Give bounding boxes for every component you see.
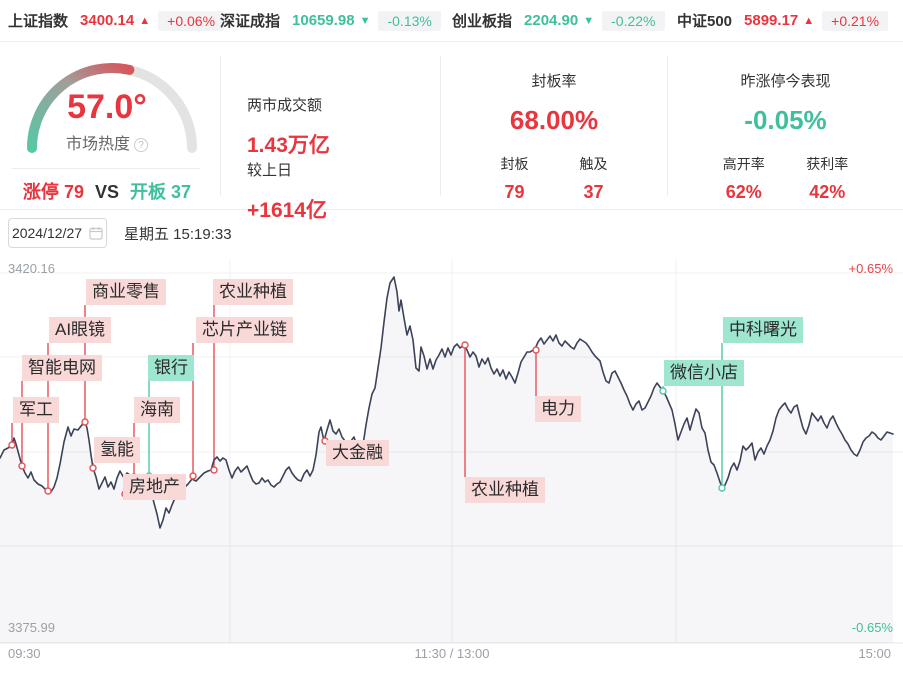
- index-name: 上证指数: [8, 13, 69, 30]
- index-name: 深证成指: [220, 13, 281, 30]
- annotation-marker: [461, 341, 469, 349]
- index-value: 10659.98: [292, 12, 355, 29]
- seal-rate-panel: 封板率 68.00% 封板 79 触及 37: [441, 56, 668, 202]
- index-change-badge: +0.06%: [158, 10, 225, 31]
- chart-annotation-label: 银行: [148, 355, 194, 381]
- up-triangle-icon: ▲: [139, 14, 151, 27]
- price-area-fill: [0, 277, 893, 643]
- market-heat-panel: 57.0° 市场热度? 涨停 79 VS 开板 37: [0, 56, 221, 202]
- y-axis-max-price: 3420.16: [8, 261, 55, 276]
- touched-count: 触及 37: [579, 156, 608, 202]
- index-change-badge: +0.21%: [822, 10, 889, 31]
- x-axis-label-midday: 11:30 / 13:00: [414, 646, 490, 661]
- annotation-marker: [659, 387, 667, 395]
- down-triangle-icon: ▼: [359, 14, 371, 27]
- index-item-csi500[interactable]: 中证500 5899.17 ▲ +0.21%: [677, 10, 903, 31]
- intraday-chart[interactable]: 3420.16 3375.99 +0.65% -0.65% 09:30 11:3…: [0, 256, 903, 676]
- chart-annotation-label: 智能电网: [22, 355, 102, 381]
- chart-annotation-label: 微信小店: [664, 360, 744, 386]
- index-change-badge: -0.22%: [602, 10, 665, 31]
- annotation-marker: [718, 484, 726, 492]
- index-value: 2204.90: [524, 12, 579, 29]
- profit-rate: 获利率 42%: [806, 156, 849, 202]
- index-item-shenzhen[interactable]: 深证成指 10659.98 ▼ -0.13%: [220, 10, 452, 31]
- index-value: 3400.14: [80, 12, 135, 29]
- chart-annotation-label: AI眼镜: [49, 317, 112, 343]
- limit-up-vs-open-row: 涨停 79 VS 开板 37: [22, 182, 192, 202]
- index-name: 创业板指: [452, 13, 513, 30]
- chart-annotation-label: 海南: [134, 397, 180, 423]
- annotation-marker: [89, 464, 97, 472]
- calendar-icon: [89, 227, 103, 240]
- chart-annotation-label: 大金融: [326, 440, 389, 466]
- turnover-panel: 两市成交额 1.43万亿 较上日 +1614亿: [221, 56, 441, 222]
- chart-annotation-label: 芯片产业链: [196, 317, 293, 343]
- index-ticker-bar: 上证指数 3400.14 ▲ +0.06% 深证成指 10659.98 ▼ -0…: [0, 0, 903, 42]
- chart-annotation-label: 农业种植: [213, 279, 293, 305]
- down-triangle-icon: ▼: [583, 14, 595, 27]
- index-item-chinext[interactable]: 创业板指 2204.90 ▼ -0.22%: [452, 10, 677, 31]
- x-axis-label-close: 15:00: [858, 646, 891, 661]
- turnover-total: 两市成交额 1.43万亿: [247, 97, 330, 157]
- annotation-marker: [44, 487, 52, 495]
- chart-annotation-label: 军工: [13, 397, 59, 423]
- chart-annotation-label: 农业种植: [465, 477, 545, 503]
- divider: [12, 168, 200, 169]
- index-change-badge: -0.13%: [378, 10, 441, 31]
- seal-rate-value: 68.00%: [509, 105, 599, 135]
- y-axis-min-price: 3375.99: [8, 620, 55, 635]
- yesterday-value: -0.05%: [744, 105, 827, 135]
- index-item-shanghai[interactable]: 上证指数 3400.14 ▲ +0.06%: [0, 10, 225, 31]
- date-picker[interactable]: 2024/12/27: [8, 218, 107, 248]
- yesterday-title: 昨涨停今表现: [740, 73, 831, 90]
- chart-annotation-label: 氢能: [94, 437, 140, 463]
- chart-annotation-label: 电力: [535, 396, 581, 422]
- weekday-time: 星期五 15:19:33: [124, 225, 232, 243]
- chart-annotation-label: 中科曙光: [723, 317, 803, 343]
- annotation-marker: [8, 441, 16, 449]
- date-row: 2024/12/27 星期五 15:19:33: [0, 210, 903, 256]
- seal-rate-title: 封板率: [531, 73, 577, 90]
- yesterday-limit-up-panel: 昨涨停今表现 -0.05% 高开率 62% 获利率 42%: [668, 56, 903, 202]
- annotation-marker: [210, 466, 218, 474]
- sealed-count: 封板 79: [500, 156, 529, 202]
- turnover-vs-prev: 较上日 +1614亿: [247, 162, 327, 222]
- up-triangle-icon: ▲: [803, 14, 815, 27]
- chart-annotation-label: 房地产: [123, 474, 186, 500]
- annotation-marker: [532, 346, 540, 354]
- market-summary-row: 57.0° 市场热度? 涨停 79 VS 开板 37 两市成交额 1.43万亿 …: [0, 42, 903, 222]
- y-axis-max-pct: +0.65%: [848, 261, 893, 276]
- heat-label: 市场热度?: [0, 130, 214, 154]
- heat-gauge: [27, 63, 197, 153]
- annotation-marker: [81, 418, 89, 426]
- heat-value: 57.0°: [67, 88, 147, 126]
- index-name: 中证500: [677, 13, 733, 30]
- annotation-marker: [18, 462, 26, 470]
- y-axis-min-pct: -0.65%: [851, 620, 893, 635]
- chart-annotation-label: 商业零售: [86, 279, 166, 305]
- chart-canvas[interactable]: [0, 256, 903, 676]
- x-axis-label-open: 09:30: [8, 646, 41, 661]
- high-open-rate: 高开率 62%: [722, 156, 765, 202]
- help-icon[interactable]: ?: [134, 138, 148, 152]
- index-value: 5899.17: [744, 12, 799, 29]
- annotation-marker: [189, 472, 197, 480]
